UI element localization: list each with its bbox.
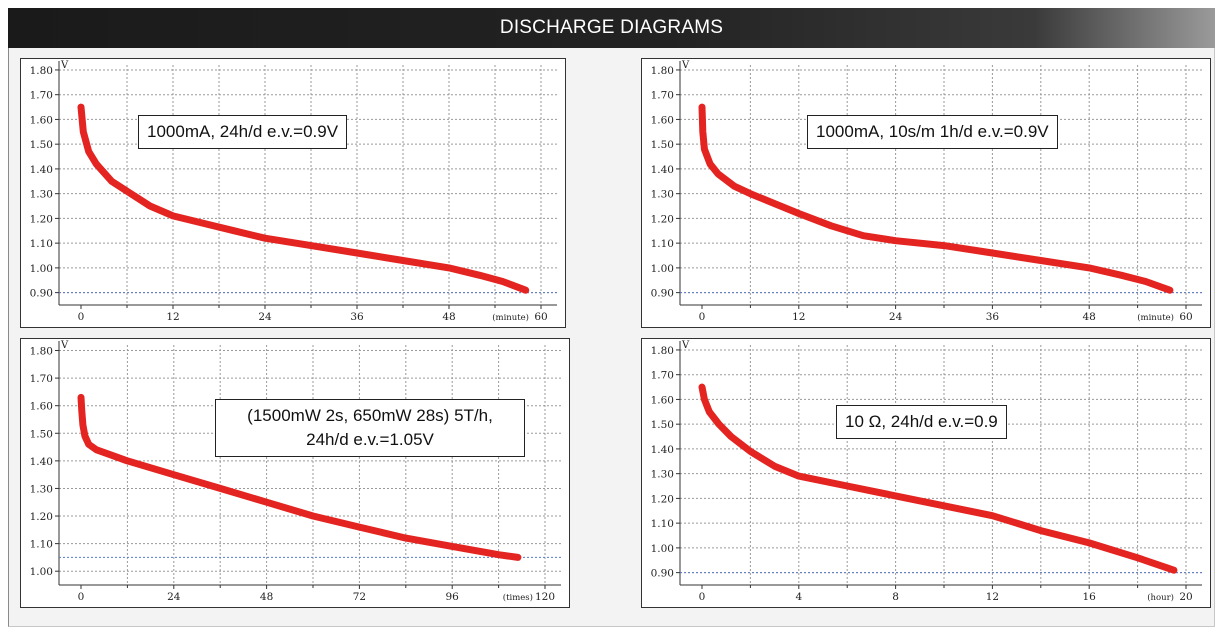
y-tick-label: 1.10 [651, 238, 674, 250]
x-axis-unit: (hour) [1147, 592, 1174, 603]
y-tick-label: 1.60 [30, 401, 53, 413]
x-axis-unit: (minute) [1137, 312, 1174, 323]
chart-plot: 1.80 1.70 1.60 1.50 1.40 1.30 1.20 1.10 1.00 0 24 4… [30, 340, 561, 603]
y-tick-label: 1.10 [30, 238, 53, 250]
y-tick-label: 1.40 [30, 164, 53, 176]
y-tick-label: 1.30 [30, 189, 53, 201]
y-tick-label: 1.00 [30, 566, 53, 578]
chart-annotation: 1000mA, 24h/d e.v.=0.9V [138, 115, 348, 149]
x-tick-label: 0 [699, 591, 706, 603]
discharge-curve [698, 383, 1178, 574]
y-tick-label: 1.10 [651, 518, 674, 530]
y-tick-label: 1.40 [30, 456, 53, 468]
charts-panel: 1.80 1.70 1.60 1.50 1.40 1.30 1.20 1.10 1.00 0.90… [8, 48, 1215, 627]
y-tick-label: 1.50 [651, 139, 674, 151]
y-tick-label: 1.30 [651, 469, 674, 481]
discharge-chart-1: 1.80 1.70 1.60 1.50 1.40 1.30 1.20 1.10 1.00 0.90… [20, 58, 566, 328]
x-tick-label: 16 [1083, 591, 1097, 603]
y-tick-label: 1.50 [651, 419, 674, 431]
x-tick-label: 8 [892, 591, 899, 603]
y-tick-label: 0.90 [651, 288, 674, 300]
y-tick-label: 1.70 [30, 90, 53, 102]
y-tick-label: 1.70 [30, 373, 53, 385]
y-tick-label: 1.40 [651, 444, 674, 456]
x-tick-label: 36 [350, 311, 364, 323]
x-tick-label: 48 [1083, 311, 1096, 323]
y-tick-label: 1.30 [30, 483, 53, 495]
y-tick-label: 1.50 [30, 428, 53, 440]
y-tick-label: 1.00 [651, 263, 674, 275]
x-axis-unit: (times) [503, 592, 533, 603]
y-tick-label: 1.00 [30, 263, 53, 275]
x-tick-label: 60 [534, 311, 547, 323]
y-axis-label: V [60, 60, 69, 71]
x-tick-label: 20 [1179, 591, 1192, 603]
chart-annotation: 1000mA, 10s/m 1h/d e.v.=0.9V [807, 115, 1058, 149]
x-tick-label: 72 [353, 591, 366, 603]
y-tick-label: 1.40 [651, 164, 674, 176]
x-tick-label: 0 [78, 311, 85, 323]
y-tick-label: 1.50 [30, 139, 53, 151]
y-tick-label: 1.80 [30, 346, 53, 358]
y-tick-label: 1.70 [651, 370, 674, 382]
x-tick-label: 120 [535, 591, 555, 603]
x-tick-label: 60 [1179, 311, 1192, 323]
y-tick-label: 1.20 [30, 511, 53, 523]
y-tick-label: 1.70 [651, 90, 674, 102]
y-tick-label: 1.60 [651, 394, 674, 406]
x-tick-label: 0 [78, 591, 85, 603]
y-tick-label: 0.90 [30, 288, 53, 300]
chart-plot: 1.80 1.70 1.60 1.50 1.40 1.30 1.20 1.10 1.00 0.90… [651, 60, 1202, 323]
discharge-curve [77, 393, 522, 561]
page-header: DISCHARGE DIAGRAMS [8, 8, 1215, 48]
y-tick-label: 1.60 [651, 114, 674, 126]
x-tick-label: 24 [889, 311, 903, 323]
discharge-curve [698, 103, 1174, 294]
x-tick-label: 12 [166, 311, 179, 323]
discharge-curve [77, 103, 530, 294]
x-tick-label: 48 [442, 311, 455, 323]
y-tick-label: 1.80 [651, 65, 674, 77]
discharge-chart-3: 1.80 1.70 1.60 1.50 1.40 1.30 1.20 1.10 1.00 0 24 4… [20, 338, 570, 608]
chart-annotation: 10 Ω, 24h/d e.v.=0.9 [836, 405, 1007, 439]
y-tick-label: 1.20 [651, 213, 674, 225]
y-tick-label: 1.20 [30, 213, 53, 225]
y-tick-label: 1.80 [651, 345, 674, 357]
chart-plot: 1.80 1.70 1.60 1.50 1.40 1.30 1.20 1.10 1.00 0.90… [651, 340, 1202, 603]
page-title: DISCHARGE DIAGRAMS [499, 17, 724, 38]
x-tick-label: 12 [792, 311, 805, 323]
x-axis-unit: (minute) [492, 312, 529, 323]
y-axis-label: V [60, 340, 69, 351]
y-tick-label: 1.00 [651, 543, 674, 555]
x-tick-label: 36 [986, 311, 1000, 323]
y-tick-label: 1.10 [30, 539, 53, 551]
x-tick-label: 0 [699, 311, 706, 323]
x-tick-label: 48 [260, 591, 273, 603]
y-tick-label: 1.80 [30, 65, 53, 77]
discharge-chart-2: 1.80 1.70 1.60 1.50 1.40 1.30 1.20 1.10 1.00 0.90… [641, 58, 1211, 328]
x-tick-label: 24 [258, 311, 272, 323]
y-tick-label: 1.60 [30, 114, 53, 126]
x-tick-label: 4 [795, 591, 802, 603]
x-tick-label: 12 [986, 591, 999, 603]
chart-plot: 1.80 1.70 1.60 1.50 1.40 1.30 1.20 1.10 1.00 0.90… [30, 60, 557, 323]
y-tick-label: 1.30 [651, 189, 674, 201]
y-tick-label: 1.20 [651, 493, 674, 505]
chart-annotation: (1500mW 2s, 650mW 28s) 5T/h, 24h/d e.v.=… [215, 399, 525, 457]
discharge-chart-4: 1.80 1.70 1.60 1.50 1.40 1.30 1.20 1.10 1.00 0.90… [641, 338, 1211, 608]
y-tick-label: 0.90 [651, 568, 674, 580]
y-axis-label: V [681, 60, 690, 71]
y-axis-label: V [681, 340, 690, 351]
x-tick-label: 96 [446, 591, 460, 603]
x-tick-label: 24 [167, 591, 181, 603]
